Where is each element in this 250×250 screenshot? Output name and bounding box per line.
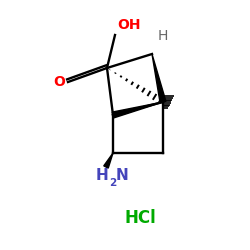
Text: 2: 2 [109,178,116,188]
Text: N: N [116,168,129,182]
Text: OH: OH [117,18,140,32]
Text: HCl: HCl [124,209,156,227]
Polygon shape [104,153,113,168]
Text: H: H [158,29,168,43]
Polygon shape [152,54,166,103]
Text: O: O [53,75,65,89]
Polygon shape [112,102,163,118]
Text: H: H [95,168,108,182]
